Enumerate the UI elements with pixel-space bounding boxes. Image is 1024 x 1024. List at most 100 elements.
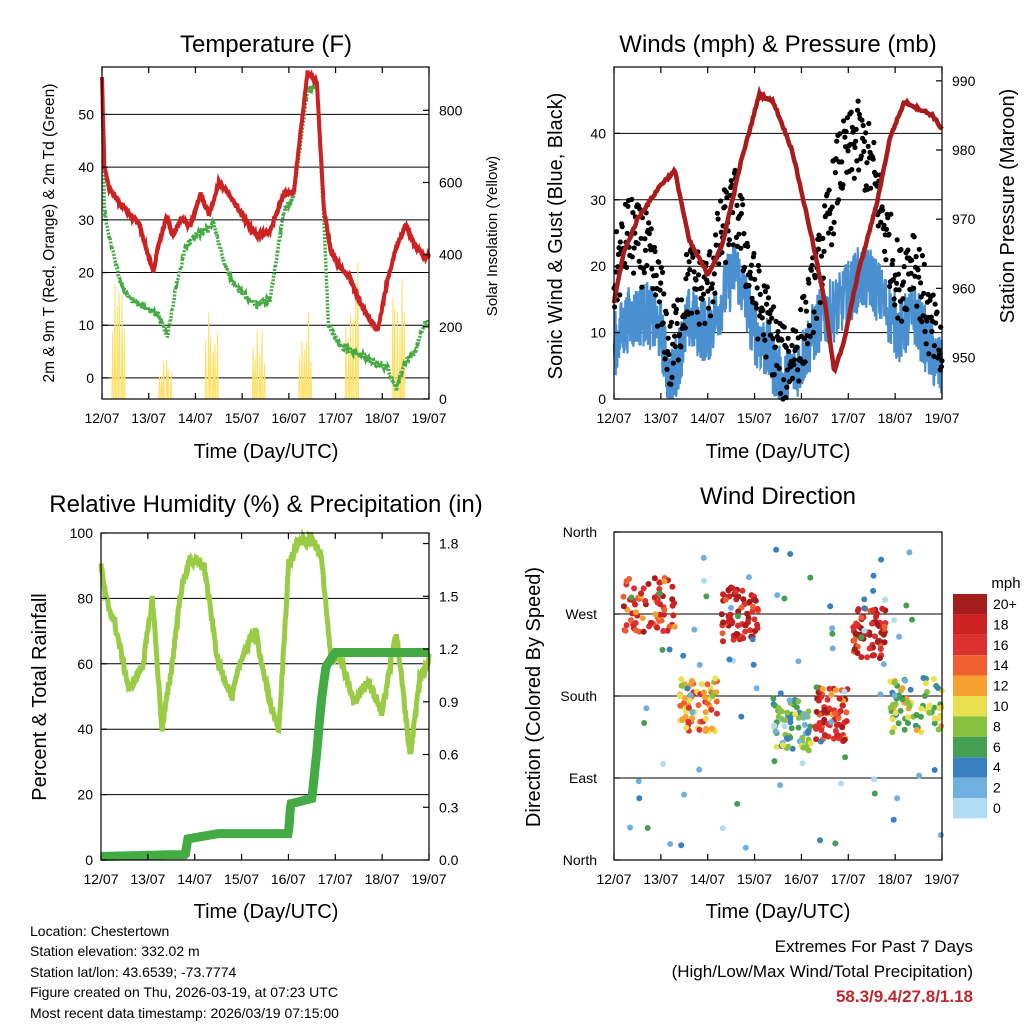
temperature-2m-line xyxy=(100,69,431,332)
winds-x-tick-label: 16/07 xyxy=(784,410,819,426)
direction-point xyxy=(913,727,920,733)
direction-point xyxy=(826,705,833,712)
winds-gust-point xyxy=(882,248,888,254)
winds-ylabel-left: Sonic Wind & Gust (Blue, Black) xyxy=(545,93,567,380)
winds-gust-point xyxy=(738,210,745,217)
winds-gust-point xyxy=(793,328,799,334)
direction-x-tick-label: 16/07 xyxy=(784,871,819,887)
temperature-left-ticks: 0 10 20 30 40 50 xyxy=(78,106,108,386)
direction-legend-label: 14 xyxy=(993,657,1009,673)
winds-gust-point xyxy=(890,276,897,283)
winds-gust-point xyxy=(682,314,688,320)
winds-title: Winds (mph) & Pressure (mb) xyxy=(619,31,936,58)
winds-gust-point xyxy=(883,257,889,263)
winds-gust-point xyxy=(613,229,620,235)
direction-point xyxy=(921,693,928,699)
direction-point xyxy=(752,597,759,604)
direction-point xyxy=(858,614,865,621)
direction-point xyxy=(795,658,802,665)
recent-timestamp: Most recent data timestamp: 2026/03/19 0… xyxy=(30,1004,339,1021)
direction-point xyxy=(678,682,685,689)
temperature-right-tick-label: 600 xyxy=(439,174,463,190)
winds-gust-point xyxy=(653,272,659,278)
winds-gust-point xyxy=(785,335,791,341)
temperature-right-ticks: 0 200 400 600 800 xyxy=(423,102,463,407)
winds-gust-point xyxy=(913,254,919,260)
direction-point xyxy=(670,612,677,619)
direction-point xyxy=(654,624,661,631)
direction-point xyxy=(669,596,676,603)
winds-gust-point xyxy=(918,280,924,286)
winds-gust-point xyxy=(669,374,675,380)
temperature-solar-spike xyxy=(305,341,308,400)
winds-gust-point xyxy=(786,379,793,385)
extremes-title: Extremes For Past 7 Days xyxy=(774,937,973,956)
winds-gust-point xyxy=(828,225,834,231)
winds-gust-point xyxy=(682,325,688,331)
winds-gust-point xyxy=(844,115,851,121)
direction-point xyxy=(708,725,715,732)
winds-left-tick-label: 0 xyxy=(598,391,606,407)
winds-x-tick-label: 15/07 xyxy=(737,410,772,426)
temperature-solar-spike xyxy=(118,291,121,400)
winds-gust-point xyxy=(663,311,670,317)
humidity-x-tick-label: 14/07 xyxy=(177,871,212,887)
winds-gust-point xyxy=(658,280,664,286)
temperature-right-tick-label: 400 xyxy=(439,247,463,263)
winds-gust-point xyxy=(885,215,891,221)
temperature-solar-spike xyxy=(351,319,355,400)
winds-gust-point xyxy=(905,247,911,253)
direction-point xyxy=(901,726,908,733)
direction-point xyxy=(735,613,741,620)
direction-point xyxy=(677,702,684,709)
direction-point xyxy=(821,732,828,738)
winds-gust-point xyxy=(716,261,722,267)
winds-gust-point xyxy=(890,257,896,263)
direction-point xyxy=(702,709,709,716)
winds-gust-point xyxy=(624,264,630,270)
direction-gridlines xyxy=(614,613,942,779)
direction-point xyxy=(661,607,668,613)
temperature-solar-spike xyxy=(120,295,124,400)
winds-gust-point xyxy=(701,291,707,297)
direction-point xyxy=(843,718,850,725)
winds-gust-point xyxy=(801,293,807,299)
winds-gust-point xyxy=(930,292,936,298)
direction-point xyxy=(931,704,938,711)
temperature-solar-spike xyxy=(213,343,217,400)
humidity-right-tick-label: 1.5 xyxy=(439,588,459,604)
winds-gust-point xyxy=(696,321,702,327)
direction-point xyxy=(623,622,630,629)
direction-point xyxy=(828,691,835,698)
temperature-xlabel: Time (Day/UTC) xyxy=(194,441,339,463)
temperature-solar-spike xyxy=(216,333,219,400)
winds-gust-point xyxy=(856,111,863,117)
direction-point xyxy=(876,655,883,662)
winds-gust-point xyxy=(933,320,939,326)
winds-left-tick-label: 20 xyxy=(590,258,606,274)
winds-gust-point xyxy=(707,313,714,319)
winds-gust-point xyxy=(873,172,880,178)
winds-gust-point xyxy=(773,318,779,324)
direction-point xyxy=(891,679,898,686)
winds-gust-point xyxy=(726,237,733,243)
winds-gust-point xyxy=(629,254,635,260)
direction-point xyxy=(879,605,886,612)
winds-gust-point xyxy=(713,232,719,238)
temperature-x-tick-label: 19/07 xyxy=(411,410,446,426)
direction-point xyxy=(926,702,933,709)
winds-gust-point xyxy=(666,351,672,358)
direction-point xyxy=(709,693,716,699)
winds-gust-point xyxy=(923,341,929,347)
winds-gust-point xyxy=(762,337,768,343)
winds-gust-point xyxy=(889,261,895,267)
winds-gust-point xyxy=(776,365,782,371)
direction-point xyxy=(832,840,839,847)
station-info: Location: Chestertown Station elevation:… xyxy=(30,921,339,1023)
winds-gust-point xyxy=(855,98,861,104)
direction-point xyxy=(907,686,914,693)
winds-gust-point xyxy=(631,270,637,276)
direction-point xyxy=(671,623,678,630)
winds-gust-point xyxy=(904,306,910,313)
direction-point xyxy=(749,636,756,643)
